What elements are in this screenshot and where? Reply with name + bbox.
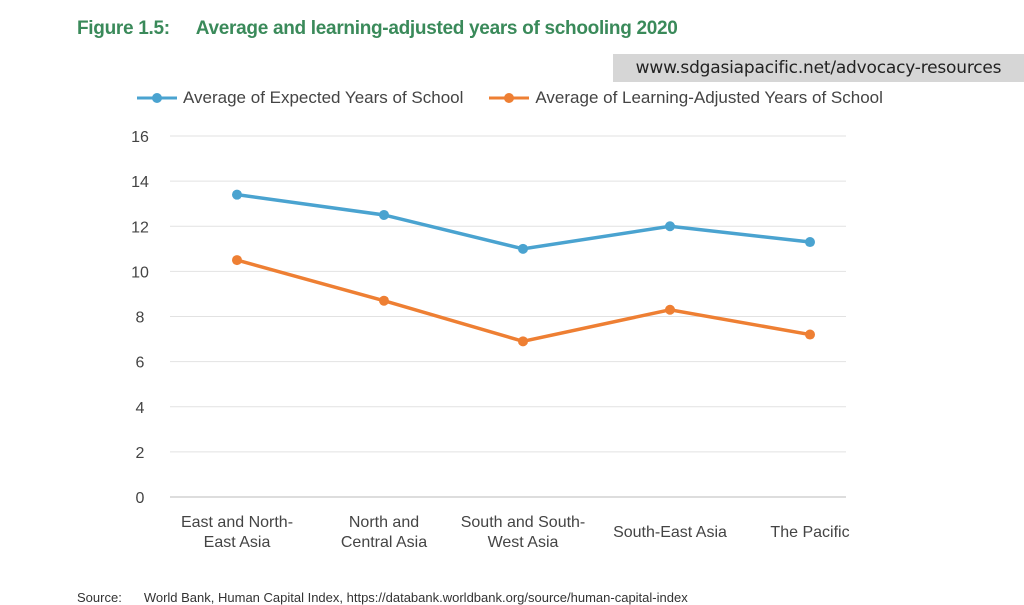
data-point <box>232 255 242 266</box>
y-tick-label: 8 <box>136 310 145 327</box>
x-tick-label: South and South- <box>461 514 586 531</box>
data-point <box>665 221 675 232</box>
x-tick-label: East and North- <box>181 514 293 531</box>
data-point <box>379 295 389 306</box>
figure-number: Figure 1.5: <box>77 18 170 39</box>
source-text: World Bank, Human Capital Index, https:/… <box>143 590 688 605</box>
data-point <box>805 237 815 248</box>
x-tick-label: West Asia <box>488 534 559 551</box>
source-note: Source: World Bank, Human Capital Index, … <box>77 590 688 605</box>
figure-title: Figure 1.5: Average and learning-adjusted… <box>77 18 678 40</box>
figure-title-text: Average and learning-adjusted years of s… <box>195 18 678 39</box>
x-tick-label: East Asia <box>204 534 271 551</box>
x-tick-label: Central Asia <box>341 534 427 551</box>
x-tick-label: North and <box>349 514 419 531</box>
y-tick-label: 6 <box>136 355 145 372</box>
y-tick-label: 10 <box>131 264 149 281</box>
x-tick-label: The Pacific <box>770 524 849 541</box>
y-tick-label: 2 <box>136 445 145 462</box>
data-point <box>379 209 389 220</box>
data-point <box>665 304 675 315</box>
data-point <box>805 329 815 340</box>
y-tick-label: 12 <box>131 219 149 236</box>
y-tick-label: 16 <box>131 129 149 146</box>
watermark-url: www.sdgasiapacific.net/advocacy-resource… <box>613 54 1024 82</box>
legend-label: Average of Learning-Adjusted Years of Sc… <box>535 88 883 107</box>
y-tick-label: 14 <box>131 174 149 191</box>
y-tick-label: 4 <box>136 400 145 417</box>
data-point <box>232 189 242 200</box>
y-tick-label: 0 <box>136 490 145 507</box>
data-point <box>518 336 528 347</box>
series-line-1 <box>236 258 811 344</box>
legend: Average of Expected Years of School Aver… <box>137 88 883 108</box>
legend-label: Average of Expected Years of School <box>183 88 464 107</box>
series-line-0 <box>236 192 811 251</box>
source-label: Source: <box>77 590 122 605</box>
legend-item-learning-adjusted: Average of Learning-Adjusted Years of Sc… <box>489 88 883 108</box>
data-point <box>518 243 528 254</box>
x-tick-label: South-East Asia <box>613 524 727 541</box>
legend-item-expected: Average of Expected Years of School <box>137 88 463 108</box>
